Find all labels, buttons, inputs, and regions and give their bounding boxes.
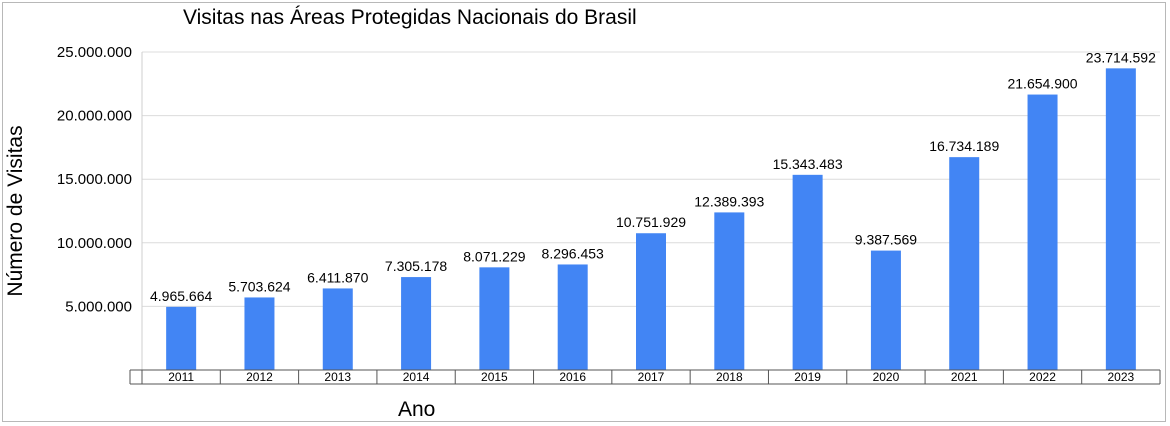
x-tick-label: 2021: [951, 370, 978, 384]
y-tick-label: 20.000.000: [57, 108, 132, 125]
bar-2023: [1105, 68, 1136, 370]
data-label: 21.654.900: [1007, 76, 1077, 92]
x-tick-label: 2015: [481, 370, 508, 384]
bars: [166, 68, 1136, 370]
data-label: 23.714.592: [1086, 49, 1156, 65]
bar-2013: [322, 288, 353, 370]
x-tick-label: 2013: [324, 370, 351, 384]
x-tick-label: 2018: [716, 370, 743, 384]
bar-2021: [949, 157, 980, 370]
data-labels: 4.965.664 5.703.624 6.411.870 7.305.178 8.07…: [150, 49, 1156, 303]
bar-2018: [714, 212, 745, 370]
axes: 5.000.000 10.000.000 15.000.000 20.000.000 2…: [57, 44, 1161, 385]
data-label: 16.734.189: [929, 138, 999, 154]
x-axis-label: Ano: [398, 398, 435, 421]
y-tick-label: 25.000.000: [57, 44, 132, 61]
data-label: 10.751.929: [616, 214, 686, 230]
data-label: 15.343.483: [773, 156, 843, 172]
x-tick-label: 2016: [559, 370, 586, 384]
x-tick-label: 2020: [873, 370, 900, 384]
bar-2022: [1027, 94, 1058, 370]
chart-title: Visitas nas Áreas Protegidas Nacionais d…: [183, 6, 637, 29]
data-label: 8.296.453: [542, 245, 604, 261]
data-label: 8.071.229: [463, 248, 525, 264]
bar-2017: [636, 233, 666, 370]
bar-2011: [166, 306, 197, 370]
x-tick-label: 2019: [794, 370, 821, 384]
data-label: 4.965.664: [150, 288, 212, 304]
x-tick-label: 2022: [1029, 370, 1056, 384]
data-label: 7.305.178: [385, 258, 447, 274]
x-tick-label: 2017: [638, 370, 665, 384]
y-axis-label: Número de Visitas: [4, 125, 27, 296]
y-tick-label: 5.000.000: [65, 298, 132, 315]
bar-2015: [479, 267, 510, 370]
bar-2014: [401, 277, 432, 370]
y-tick-label: 10.000.000: [57, 235, 132, 252]
data-label: 9.387.569: [855, 232, 917, 248]
data-label: 5.703.624: [228, 278, 290, 294]
x-tick-label: 2014: [403, 370, 430, 384]
bar-2020: [870, 250, 901, 370]
data-label: 12.389.393: [694, 193, 764, 209]
bar-2019: [792, 174, 823, 370]
x-tick-label: 2012: [246, 370, 273, 384]
bar-2012: [244, 297, 275, 370]
x-tick-label: 2023: [1107, 370, 1134, 384]
x-tick-label: 2011: [168, 370, 194, 384]
y-tick-label: 15.000.000: [57, 171, 132, 188]
bar-2016: [557, 264, 588, 370]
data-label: 6.411.870: [307, 269, 368, 285]
